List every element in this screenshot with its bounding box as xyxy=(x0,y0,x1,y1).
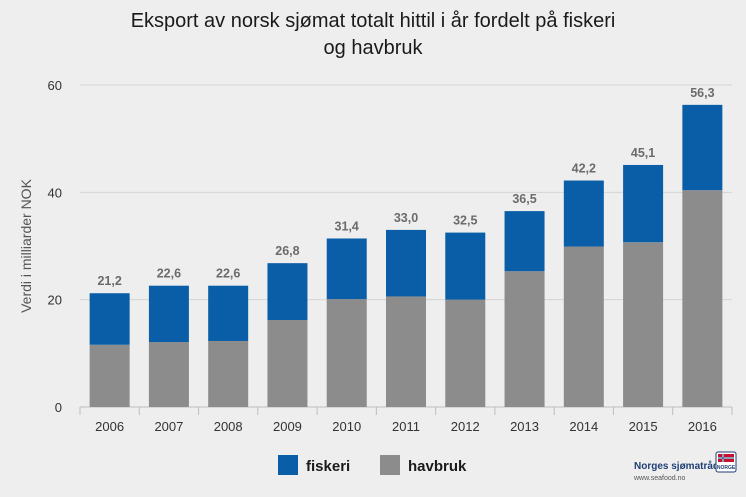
brand-name: Norges sjømatråd xyxy=(634,460,719,472)
y-axis-label-group: Verdi i milliarder NOK xyxy=(18,178,34,312)
bar-fiskeri-2008 xyxy=(208,285,249,341)
bar-fiskeri-2016 xyxy=(682,104,723,191)
x-tick-label: 2009 xyxy=(273,419,302,434)
total-label-2009: 26,8 xyxy=(275,244,299,258)
bar-fiskeri-2010 xyxy=(326,238,367,300)
chart-title-line: og havbruk xyxy=(324,37,424,59)
total-label-2016: 56,3 xyxy=(690,86,714,100)
x-tick-label: 2016 xyxy=(688,419,717,434)
total-label-2008: 22,6 xyxy=(216,267,240,281)
bar-fiskeri-2007 xyxy=(148,285,189,343)
y-axis-label: Verdi i milliarder NOK xyxy=(18,178,34,312)
bar-havbruk-2015 xyxy=(623,242,664,407)
chart-title: Eksport av norsk sjømat totalt hittil i … xyxy=(131,10,616,59)
brand-url: www.seafood.no xyxy=(633,475,685,482)
bar-havbruk-2016 xyxy=(682,190,723,407)
bar-fiskeri-2012 xyxy=(445,232,486,300)
norge-flag-icon: NORGE xyxy=(715,451,737,473)
total-label-2014: 42,2 xyxy=(572,162,596,176)
bar-havbruk-2012 xyxy=(445,299,486,407)
total-label-2006: 21,2 xyxy=(97,274,121,288)
total-label-2010: 31,4 xyxy=(335,219,359,233)
x-tick-label: 2014 xyxy=(569,419,598,434)
bar-havbruk-2013 xyxy=(504,271,545,407)
x-tick-label: 2012 xyxy=(451,419,480,434)
data-labels: 21,2 22,6 22,6 26,8 31,4 33,0 32,5 36,5 42,2 45,1… xyxy=(97,86,714,288)
bar-havbruk-2011 xyxy=(386,296,426,407)
bar-fiskeri-2013 xyxy=(504,211,545,272)
total-label-2007: 22,6 xyxy=(157,267,181,281)
bar-havbruk-2010 xyxy=(326,299,367,407)
total-label-2011: 33,0 xyxy=(394,211,418,225)
bar-havbruk-2008 xyxy=(208,340,249,407)
total-label-2012: 32,5 xyxy=(453,214,477,228)
legend-swatch-havbruk xyxy=(380,455,400,475)
bar-havbruk-2006 xyxy=(89,344,130,407)
y-tick-label: 0 xyxy=(55,400,62,415)
bar-havbruk-2007 xyxy=(148,342,189,407)
legend-label-havbruk: havbruk xyxy=(408,458,467,475)
x-tick-label: 2010 xyxy=(332,419,361,434)
legend: fiskeri havbruk xyxy=(278,455,467,475)
x-tick-label: 2015 xyxy=(629,419,658,434)
bar-fiskeri-2009 xyxy=(267,263,308,321)
bar-fiskeri-2006 xyxy=(89,293,130,345)
x-tick-label: 2011 xyxy=(392,419,420,434)
x-tick-label: 2007 xyxy=(154,419,183,434)
bars xyxy=(89,104,723,407)
bar-fiskeri-2011 xyxy=(386,229,426,297)
bar-fiskeri-2015 xyxy=(623,164,664,243)
y-tick-label: 20 xyxy=(48,293,62,308)
legend-label-fiskeri: fiskeri xyxy=(306,458,350,475)
total-label-2015: 45,1 xyxy=(631,146,655,160)
total-label-2013: 36,5 xyxy=(512,192,536,206)
bar-havbruk-2014 xyxy=(563,246,604,407)
badge-text: NORGE xyxy=(717,465,736,471)
bar-fiskeri-2014 xyxy=(563,180,604,247)
brand-logo: Norges sjømatråd www.seafood.no NORGE xyxy=(633,451,737,482)
x-tick-label: 2013 xyxy=(510,419,539,434)
y-tick-label: 60 xyxy=(48,78,62,93)
y-tick-label: 40 xyxy=(48,185,62,200)
x-tick-label: 2008 xyxy=(214,419,243,434)
chart-title-line: Eksport av norsk sjømat totalt hittil i … xyxy=(131,10,616,32)
x-tick-label: 2006 xyxy=(95,419,124,434)
legend-swatch-fiskeri xyxy=(278,455,298,475)
x-axis: 2006 2007 2008 2009 2010 2011 2012 2013 2014 2015… xyxy=(79,407,733,434)
bar-havbruk-2009 xyxy=(267,320,308,407)
